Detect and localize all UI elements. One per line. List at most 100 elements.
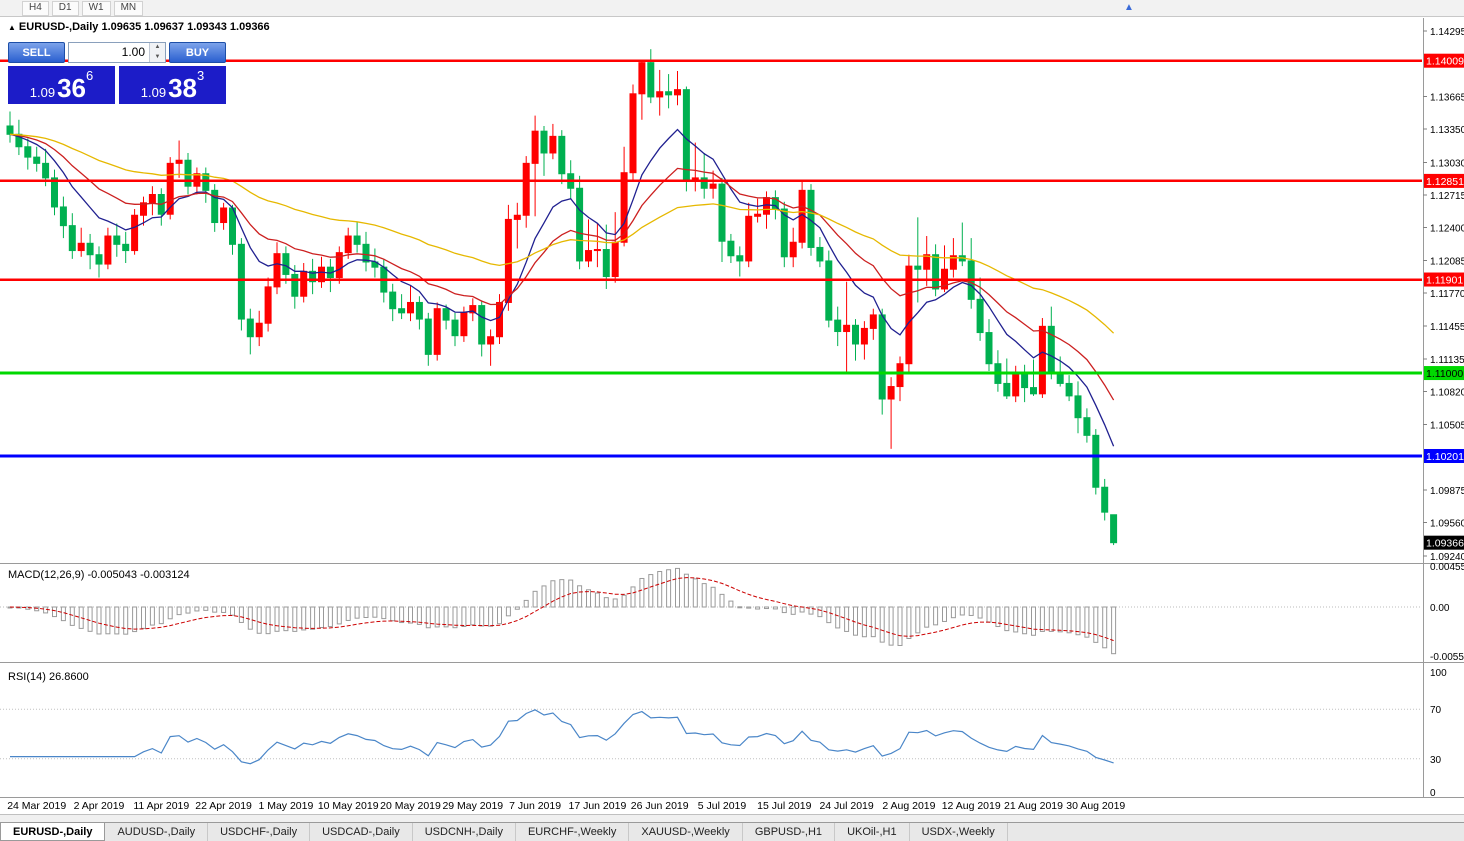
axis-tick-label: 1.09875: [1430, 486, 1464, 497]
axis-tick-label: 1.13665: [1430, 92, 1464, 103]
volume-down-icon[interactable]: ▼: [150, 52, 165, 62]
axis-tick-label: 1.11455: [1430, 322, 1464, 333]
date-axis-label: 10 May 2019: [318, 800, 379, 812]
timeframe-h4-button[interactable]: H4: [22, 0, 49, 16]
axis-price-badge: 1.11000: [1424, 366, 1464, 381]
ma-20-line: [9, 133, 1115, 401]
axis-tick-label: 1.13350: [1430, 125, 1464, 136]
macd-histogram: [7, 567, 1117, 655]
date-axis-label: 11 Apr 2019: [133, 800, 189, 812]
volume-up-icon[interactable]: ▲: [150, 43, 165, 53]
buy-button[interactable]: BUY: [169, 42, 226, 63]
candlestick-series: [6, 49, 1118, 546]
axis-tick-label: 1.11135: [1430, 355, 1464, 366]
sell-button[interactable]: SELL: [8, 42, 65, 63]
date-axis-label: 17 Jun 2019: [568, 800, 626, 812]
buy-price-pips: 38: [168, 73, 197, 103]
date-axis-label: 21 Aug 2019: [1004, 800, 1063, 812]
sell-price-point: 6: [86, 68, 94, 83]
macd-axis-label: 0.00455: [1430, 562, 1464, 573]
chart-tab-ukoil-h1[interactable]: UKOil-,H1: [835, 823, 910, 841]
chart-tab-xauusd-weekly[interactable]: XAUUSD-,Weekly: [629, 823, 743, 841]
date-axis-label: 24 Jul 2019: [819, 800, 873, 812]
axis-tick-label: 1.12085: [1430, 256, 1464, 267]
axis-price-badge: 1.11901: [1424, 272, 1464, 287]
sell-price-display[interactable]: 1.09 36 6: [8, 66, 115, 104]
macd-axis-label: 0.00: [1430, 603, 1450, 614]
axis-tick-label: 1.12715: [1430, 191, 1464, 202]
chart-tab-usdchf-daily[interactable]: USDCHF-,Daily: [208, 823, 311, 841]
svg-text:1.11000: 1.11000: [1426, 368, 1463, 380]
chart-window-title: ▲ EURUSD-,Daily 1.09635 1.09637 1.09343 1…: [8, 21, 270, 33]
axis-tick-label: 1.12400: [1430, 224, 1464, 235]
svg-text:1.10201: 1.10201: [1426, 451, 1464, 463]
horizontal-scrollbar[interactable]: [0, 814, 1464, 822]
axis-price-badge: 1.12851: [1424, 173, 1464, 188]
volume-spinner[interactable]: 1.00 ▲ ▼: [68, 42, 166, 63]
chart-tab-usdx-weekly[interactable]: USDX-,Weekly: [910, 823, 1008, 841]
sell-price-pips: 36: [57, 73, 86, 103]
timeframe-mn-button[interactable]: MN: [113, 0, 144, 16]
chart-tab-audusd-daily[interactable]: AUDUSD-,Daily: [105, 823, 209, 841]
date-axis-label: 26 Jun 2019: [631, 800, 689, 812]
chart-tab-eurusd-daily[interactable]: EURUSD-,Daily: [0, 823, 106, 841]
chart-tab-eurchf-weekly[interactable]: EURCHF-,Weekly: [516, 823, 630, 841]
volume-spin-buttons: ▲ ▼: [149, 43, 165, 62]
buy-price-point: 3: [197, 68, 205, 83]
rsi-label: RSI(14) 26.8600: [8, 671, 89, 683]
chart-ohlc-values: 1.09635 1.09637 1.09343 1.09366: [101, 21, 270, 33]
chart-tab-gbpusd-h1[interactable]: GBPUSD-,H1: [743, 823, 836, 841]
axis-price-badge: 1.14009: [1424, 53, 1464, 68]
timeframe-w1-button[interactable]: W1: [81, 0, 111, 16]
buy-price-base: 1.09: [140, 85, 167, 100]
rsi-axis-label: 30: [1430, 755, 1442, 766]
rsi-axis-label: 0: [1430, 788, 1436, 799]
date-axis-label: 20 May 2019: [380, 800, 441, 812]
date-axis-label: 7 Jun 2019: [509, 800, 561, 812]
chart-tab-usdcad-daily[interactable]: USDCAD-,Daily: [310, 823, 413, 841]
svg-text:1.14009: 1.14009: [1426, 56, 1464, 68]
timeframe-toolbar: H4 D1 W1 MN: [0, 0, 1464, 17]
axis-tick-label: 1.14295: [1430, 27, 1464, 38]
axis-tick-label: 1.10505: [1430, 420, 1464, 431]
macd-signal-line: [9, 577, 1114, 642]
rsi-line: [10, 709, 1114, 765]
axis-tick-label: 1.09240: [1430, 552, 1464, 563]
axis-tick-label: 1.09560: [1430, 519, 1464, 530]
timeframe-d1-button[interactable]: D1: [51, 0, 79, 16]
buy-price-display[interactable]: 1.09 38 3: [119, 66, 226, 104]
date-axis-label: 22 Apr 2019: [195, 800, 252, 812]
axis-tick-label: 1.11770: [1430, 289, 1464, 300]
date-axis-label: 30 Aug 2019: [1066, 800, 1125, 812]
ma-50-line: [9, 133, 1115, 334]
date-axis-label: 2 Apr 2019: [74, 800, 125, 812]
axis-price-badge: 1.09366: [1424, 535, 1464, 550]
macd-axis-label: -0.0055: [1430, 652, 1464, 663]
rsi-axis-label: 70: [1430, 705, 1442, 716]
axis-tick-label: 1.10820: [1430, 388, 1464, 399]
chart-tab-bar: EURUSD-,Daily AUDUSD-,Daily USDCHF-,Daily U…: [0, 822, 1464, 841]
svg-text:1.12851: 1.12851: [1426, 176, 1464, 188]
scroll-to-end-icon[interactable]: ▲: [1124, 2, 1134, 13]
axis-price-badge: 1.10201: [1424, 448, 1464, 463]
date-axis-label: 5 Jul 2019: [698, 800, 747, 812]
svg-text:1.09366: 1.09366: [1426, 538, 1464, 550]
date-axis-label: 1 May 2019: [258, 800, 313, 812]
axis-tick-label: 1.13030: [1430, 158, 1464, 169]
svg-text:1.11901: 1.11901: [1426, 275, 1463, 287]
chart-symbol-label: EURUSD-,Daily: [18, 21, 99, 33]
date-axis-label: 2 Aug 2019: [882, 800, 935, 812]
date-axis-label: 15 Jul 2019: [757, 800, 811, 812]
chart-tab-usdcnh-daily[interactable]: USDCNH-,Daily: [413, 823, 516, 841]
rsi-axis-label: 100: [1430, 668, 1447, 679]
volume-value[interactable]: 1.00: [121, 45, 145, 59]
macd-label: MACD(12,26,9) -0.005043 -0.003124: [8, 569, 190, 581]
sell-price-base: 1.09: [29, 85, 56, 100]
one-click-trading-panel: SELL 1.00 ▲ ▼ BUY 1.09 36 6 1.09 38 3: [8, 42, 226, 104]
date-axis-label: 24 Mar 2019: [7, 800, 66, 812]
chart-marker-icon: ▲: [8, 23, 16, 32]
date-axis-label: 29 May 2019: [442, 800, 503, 812]
date-axis-label: 12 Aug 2019: [942, 800, 1001, 812]
